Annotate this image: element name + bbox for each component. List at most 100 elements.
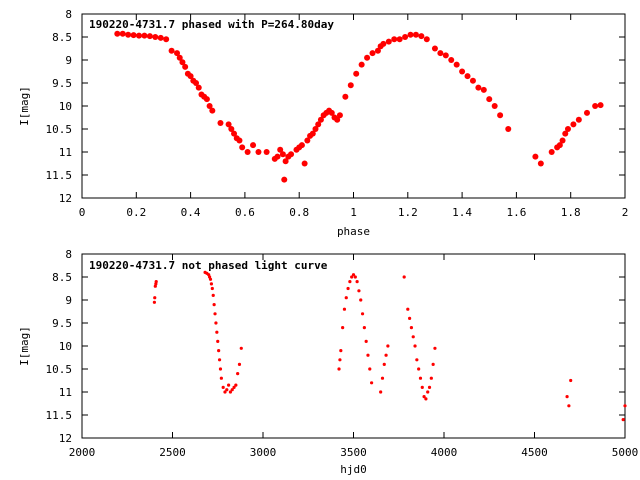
- data-point: [366, 353, 370, 357]
- data-point: [301, 160, 308, 167]
- data-point: [212, 303, 216, 307]
- x-axis-label: hjd0: [340, 463, 367, 476]
- y-ticks: 8 8.5 9 9.5 10 10.5 11 11.5 12: [46, 248, 625, 445]
- data-point: [232, 385, 236, 389]
- data-point: [480, 86, 487, 93]
- data-point: [564, 126, 571, 132]
- y-tick-label: 8: [65, 248, 72, 261]
- x-ticks: 2000 2500 3000 3500 4000 4500 5000: [69, 254, 639, 459]
- data-point: [442, 52, 449, 59]
- data-point: [141, 32, 148, 39]
- data-point: [136, 32, 143, 39]
- y-tick-label: 11.5: [46, 409, 73, 422]
- data-point: [350, 275, 354, 279]
- data-point: [402, 34, 409, 40]
- data-point: [328, 109, 335, 116]
- data-point: [215, 330, 219, 334]
- data-point: [214, 321, 218, 325]
- x-tick-label: 1.2: [398, 206, 418, 219]
- data-point: [337, 367, 341, 371]
- data-point: [569, 378, 573, 383]
- data-point: [288, 151, 295, 158]
- x-tick-label: 0.2: [126, 206, 146, 219]
- y-tick-label: 8.5: [52, 31, 72, 44]
- data-point: [342, 307, 347, 311]
- data-point: [386, 344, 390, 348]
- data-point: [380, 376, 385, 380]
- phased-light-curve-panel: 8 8.5 9 9.5 10 10.5 11 11.5 12 0 0.2 0.4 0.6 0.8 1 1.2…: [18, 8, 628, 238]
- y-tick-label: 8.5: [52, 271, 72, 284]
- data-point: [168, 47, 175, 54]
- data-point: [218, 367, 223, 371]
- data-point: [119, 30, 126, 37]
- data-point: [279, 151, 286, 158]
- data-point: [209, 107, 216, 114]
- y-tick-label: 11.5: [46, 169, 73, 182]
- data-point: [415, 358, 419, 362]
- data-point: [225, 121, 232, 128]
- data-point: [250, 142, 257, 149]
- data-point: [453, 61, 460, 68]
- data-point: [346, 286, 350, 291]
- x-tick-label: 0.4: [181, 206, 201, 219]
- x-ticks: 0 0.2 0.4 0.6 0.8 1 1.2 1.4 1.6 1.8 2: [79, 14, 628, 219]
- data-point: [146, 33, 153, 40]
- data-point: [402, 275, 406, 279]
- plot-frame: [81, 253, 626, 439]
- y-tick-label: 10.5: [46, 123, 73, 136]
- data-point: [217, 120, 224, 127]
- data-point: [418, 376, 423, 380]
- data-point: [621, 418, 625, 422]
- data-point: [364, 54, 371, 61]
- x-tick-label: 4000: [431, 446, 458, 459]
- data-point: [348, 280, 352, 284]
- data-point: [353, 70, 360, 77]
- data-point: [411, 335, 415, 339]
- data-point: [355, 280, 359, 284]
- data-point: [429, 376, 433, 380]
- y-ticks: 8 8.5 9 9.5 10 10.5 11 11.5 12: [46, 8, 625, 205]
- data-point: [556, 142, 563, 149]
- data-point: [351, 273, 356, 277]
- data-point: [339, 349, 343, 353]
- data-point: [370, 381, 374, 385]
- plot-title: 190220-4731.7 phased with P=264.80day: [89, 18, 334, 31]
- data-point: [154, 280, 158, 284]
- data-point: [380, 40, 387, 47]
- data-point: [369, 50, 376, 57]
- data-point: [208, 277, 213, 281]
- x-tick-label: 3000: [250, 446, 277, 459]
- data-point: [309, 130, 316, 137]
- data-point: [583, 109, 590, 116]
- data-point: [282, 158, 289, 165]
- data-point: [125, 31, 132, 38]
- data-point: [424, 397, 428, 401]
- data-point: [575, 116, 582, 123]
- data-point: [368, 367, 372, 371]
- x-tick-label: 5000: [612, 446, 639, 459]
- x-axis-label: phase: [337, 225, 370, 238]
- data-point: [537, 160, 544, 167]
- data-point: [427, 385, 432, 389]
- data-point: [469, 77, 476, 84]
- x-tick-label: 1.8: [561, 206, 581, 219]
- data-point: [570, 121, 577, 128]
- data-point: [334, 116, 341, 123]
- data-point: [244, 149, 251, 155]
- data-point: [497, 112, 504, 119]
- data-point: [384, 353, 388, 357]
- data-point: [417, 367, 421, 371]
- data-point: [592, 103, 599, 109]
- data-point: [281, 176, 288, 183]
- data-point: [179, 59, 186, 66]
- data-point: [239, 144, 246, 151]
- x-tick-label: 2000: [69, 446, 96, 459]
- data-point: [213, 312, 217, 316]
- y-tick-label: 8: [65, 8, 72, 21]
- data-point: [228, 126, 235, 132]
- y-tick-label: 9: [65, 294, 72, 307]
- data-point: [532, 153, 539, 160]
- data-point: [407, 31, 414, 38]
- data-point: [359, 298, 363, 302]
